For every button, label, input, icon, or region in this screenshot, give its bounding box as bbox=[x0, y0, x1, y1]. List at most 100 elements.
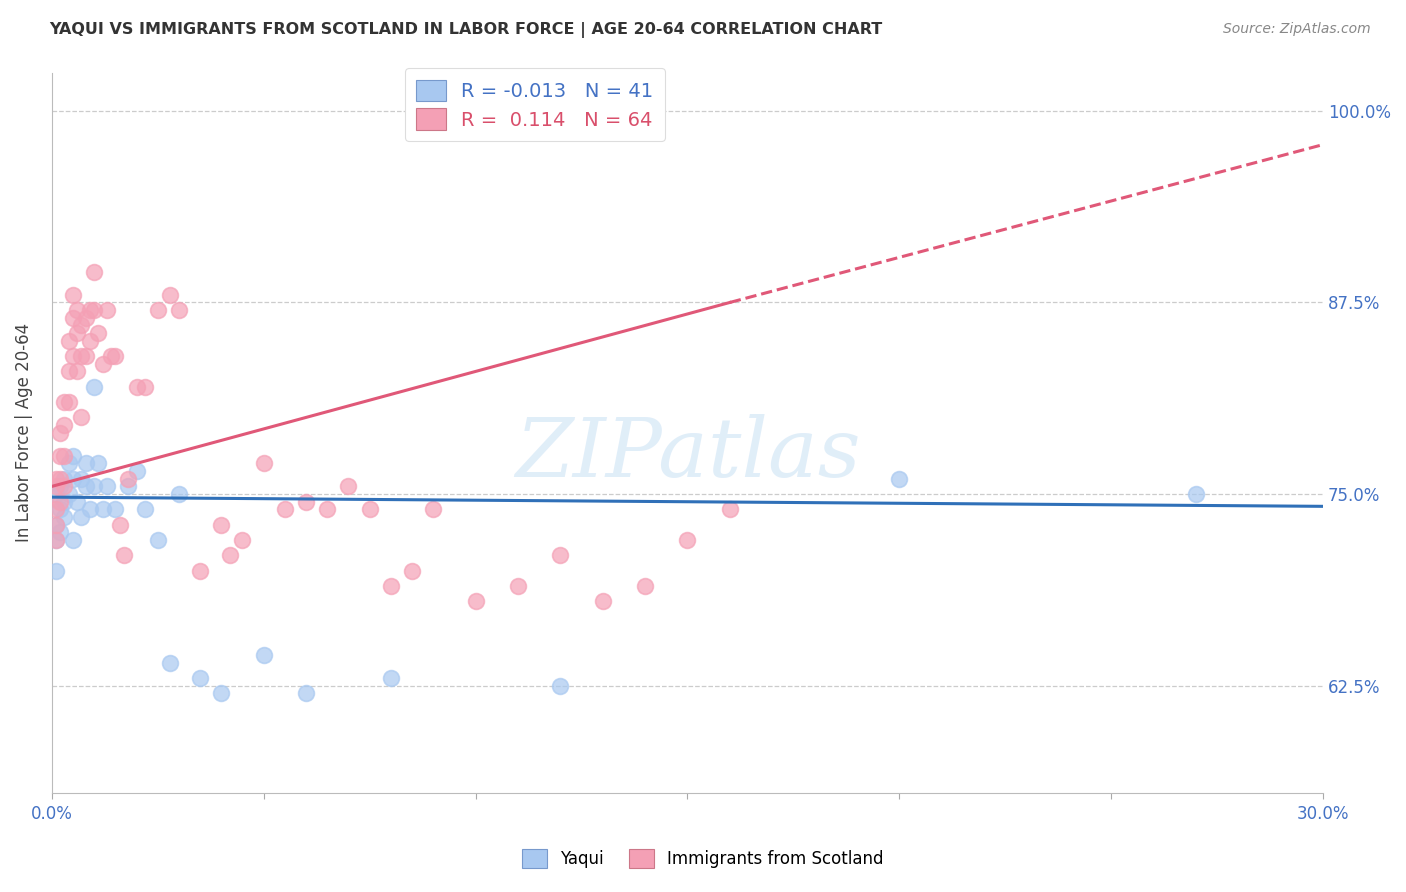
Point bbox=[70, 510, 93, 524]
Point bbox=[62, 533, 84, 547]
Point bbox=[70, 472, 93, 486]
Point bbox=[100, 349, 122, 363]
Point bbox=[316, 502, 339, 516]
Point bbox=[1185, 487, 1208, 501]
Point bbox=[58, 487, 80, 501]
Point bbox=[53, 479, 76, 493]
Point bbox=[62, 449, 84, 463]
Point bbox=[53, 510, 76, 524]
Point bbox=[134, 502, 156, 516]
Point bbox=[83, 265, 105, 279]
Point bbox=[188, 564, 211, 578]
Point bbox=[209, 686, 232, 700]
Point bbox=[117, 479, 139, 493]
Point bbox=[45, 479, 67, 493]
Point bbox=[104, 502, 127, 516]
Point bbox=[117, 472, 139, 486]
Point bbox=[62, 349, 84, 363]
Point bbox=[91, 357, 114, 371]
Point bbox=[209, 517, 232, 532]
Point bbox=[380, 671, 402, 685]
Point bbox=[464, 594, 486, 608]
Point bbox=[506, 579, 529, 593]
Point bbox=[125, 464, 148, 478]
Point bbox=[159, 287, 181, 301]
Point bbox=[422, 502, 444, 516]
Point bbox=[45, 533, 67, 547]
Point bbox=[889, 472, 911, 486]
Text: YAQUI VS IMMIGRANTS FROM SCOTLAND IN LABOR FORCE | AGE 20-64 CORRELATION CHART: YAQUI VS IMMIGRANTS FROM SCOTLAND IN LAB… bbox=[49, 22, 883, 38]
Point bbox=[49, 479, 72, 493]
Point bbox=[83, 303, 105, 318]
Point bbox=[62, 287, 84, 301]
Point bbox=[253, 648, 276, 662]
Point bbox=[53, 449, 76, 463]
Point bbox=[91, 502, 114, 516]
Point bbox=[58, 364, 80, 378]
Point bbox=[96, 303, 118, 318]
Point bbox=[70, 318, 93, 333]
Point bbox=[49, 425, 72, 440]
Point bbox=[634, 579, 657, 593]
Point bbox=[96, 479, 118, 493]
Point bbox=[146, 533, 169, 547]
Text: Source: ZipAtlas.com: Source: ZipAtlas.com bbox=[1223, 22, 1371, 37]
Point bbox=[79, 303, 101, 318]
Point bbox=[58, 334, 80, 348]
Point bbox=[125, 380, 148, 394]
Point bbox=[45, 564, 67, 578]
Point bbox=[295, 686, 318, 700]
Point bbox=[79, 334, 101, 348]
Point bbox=[295, 494, 318, 508]
Y-axis label: In Labor Force | Age 20-64: In Labor Force | Age 20-64 bbox=[15, 323, 32, 542]
Point bbox=[231, 533, 253, 547]
Point bbox=[70, 349, 93, 363]
Point bbox=[49, 525, 72, 540]
Point bbox=[218, 549, 240, 563]
Point bbox=[167, 487, 190, 501]
Point bbox=[66, 364, 89, 378]
Point bbox=[66, 326, 89, 340]
Point bbox=[75, 479, 97, 493]
Point bbox=[550, 679, 572, 693]
Point bbox=[45, 533, 67, 547]
Point bbox=[159, 656, 181, 670]
Point bbox=[66, 494, 89, 508]
Point bbox=[134, 380, 156, 394]
Point bbox=[337, 479, 360, 493]
Point bbox=[718, 502, 741, 516]
Point bbox=[45, 487, 67, 501]
Point bbox=[45, 517, 67, 532]
Point bbox=[62, 472, 84, 486]
Point bbox=[49, 502, 72, 516]
Point bbox=[112, 549, 135, 563]
Point bbox=[79, 502, 101, 516]
Point bbox=[49, 494, 72, 508]
Point bbox=[70, 410, 93, 425]
Point bbox=[167, 303, 190, 318]
Point bbox=[188, 671, 211, 685]
Point bbox=[45, 502, 67, 516]
Point bbox=[401, 564, 423, 578]
Point bbox=[83, 479, 105, 493]
Point bbox=[49, 472, 72, 486]
Point bbox=[253, 457, 276, 471]
Point bbox=[83, 380, 105, 394]
Point bbox=[359, 502, 381, 516]
Point bbox=[49, 449, 72, 463]
Point bbox=[87, 457, 110, 471]
Point bbox=[45, 472, 67, 486]
Point bbox=[53, 395, 76, 409]
Legend: Yaqui, Immigrants from Scotland: Yaqui, Immigrants from Scotland bbox=[516, 843, 890, 875]
Legend: R = -0.013   N = 41, R =  0.114   N = 64: R = -0.013 N = 41, R = 0.114 N = 64 bbox=[405, 68, 665, 141]
Point bbox=[75, 349, 97, 363]
Point bbox=[87, 326, 110, 340]
Text: ZIPatlas: ZIPatlas bbox=[515, 415, 860, 494]
Point bbox=[75, 310, 97, 325]
Point bbox=[592, 594, 614, 608]
Point bbox=[53, 418, 76, 433]
Point bbox=[75, 457, 97, 471]
Point bbox=[53, 494, 76, 508]
Point bbox=[550, 549, 572, 563]
Point bbox=[380, 579, 402, 593]
